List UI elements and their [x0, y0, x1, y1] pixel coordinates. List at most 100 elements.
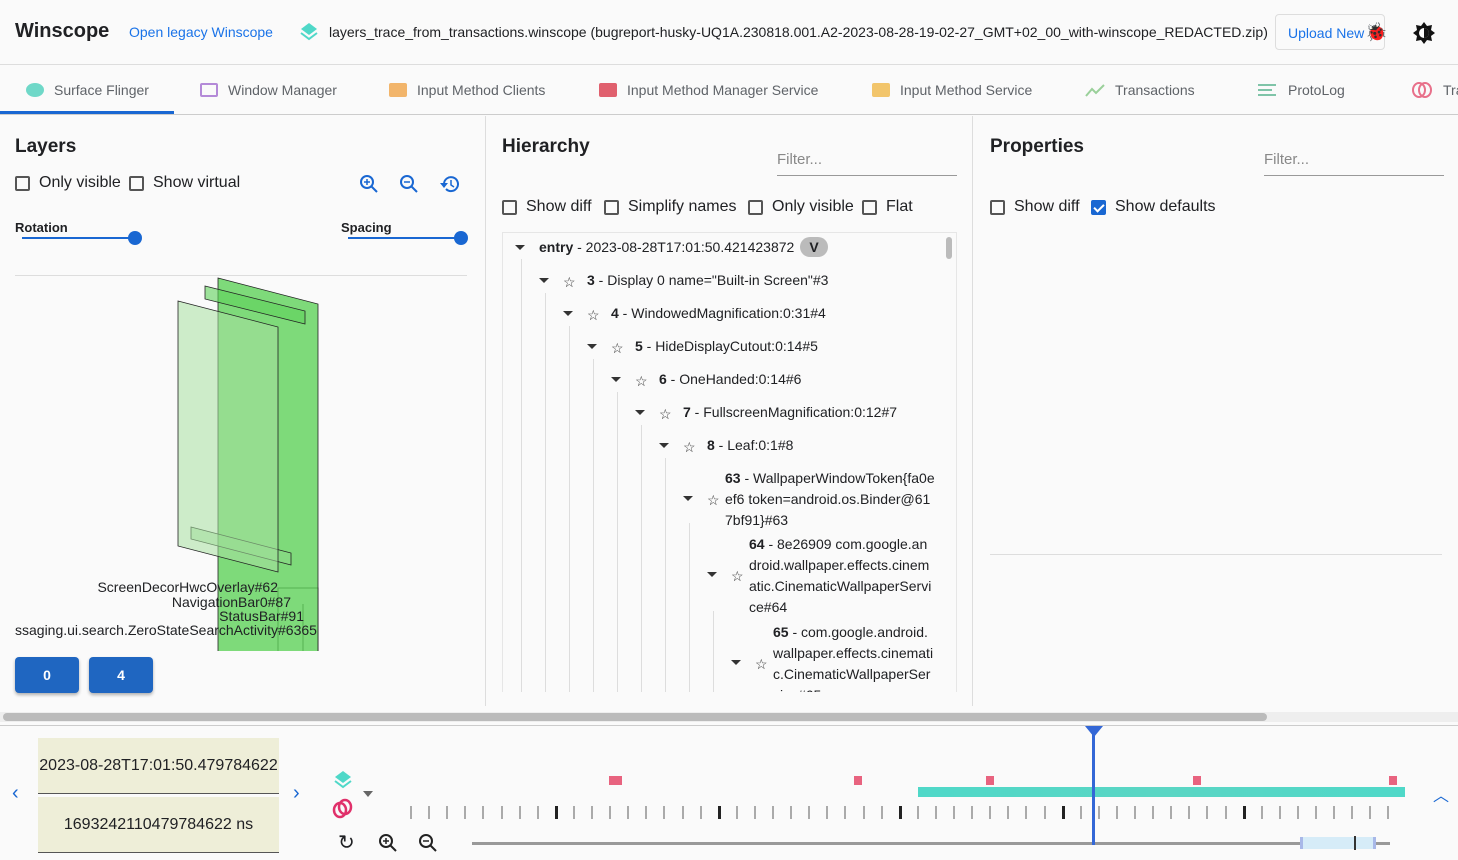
star-icon[interactable]: ☆: [755, 656, 768, 672]
timeline-tick: [1170, 806, 1173, 819]
properties-filter-input[interactable]: Filter...: [1264, 151, 1444, 176]
flat-checkbox[interactable]: Flat: [862, 198, 913, 216]
timeline-tick: [410, 806, 412, 819]
cursor-handle-icon[interactable]: [1085, 726, 1103, 737]
previous-entry-icon[interactable]: ‹: [12, 782, 19, 804]
tab-surface-flinger[interactable]: Surface Flinger: [26, 66, 149, 114]
collapse-arrow-icon[interactable]: [635, 410, 645, 415]
timestamp-input[interactable]: 2023-08-28T17:01:50.479784622: [38, 738, 279, 794]
zoom-in-icon[interactable]: [359, 174, 379, 194]
next-entry-icon[interactable]: ›: [293, 782, 300, 804]
transition-marker[interactable]: [1193, 776, 1201, 785]
only-visible-checkbox[interactable]: Only visible: [748, 198, 854, 216]
timestamp-ns-input[interactable]: 1693242110479784622 ns: [38, 797, 279, 853]
reset-view-icon[interactable]: [439, 174, 461, 194]
node-name: - WallpaperWindowToken{fa0eef6 token=and…: [725, 470, 935, 528]
star-icon[interactable]: ☆: [563, 274, 576, 290]
timeline-tick: [1188, 806, 1191, 819]
tree-guide: [713, 611, 714, 692]
properties-panel: Properties Filter... Show diff Show defa…: [973, 116, 1458, 706]
collapse-arrow-icon[interactable]: [563, 311, 573, 316]
timeline-tick: [699, 806, 702, 819]
tab-protolog[interactable]: ProtoLog: [1258, 66, 1345, 114]
surface-flinger-trace-icon[interactable]: [334, 770, 354, 792]
transition-marker[interactable]: [609, 776, 622, 785]
mini-timeline-cursor: [1354, 836, 1356, 850]
horizontal-scrollbar[interactable]: [0, 712, 1458, 722]
show-defaults-checkbox[interactable]: Show defaults: [1091, 198, 1216, 216]
transitions-trace-icon[interactable]: [332, 798, 354, 820]
transition-marker[interactable]: [986, 776, 994, 785]
layer-plane[interactable]: [177, 300, 279, 573]
collapse-arrow-icon[interactable]: [587, 344, 597, 349]
spacing-slider-thumb[interactable]: [454, 231, 468, 245]
timeline-tick: [1260, 806, 1263, 819]
tab-label: Window Manager: [228, 82, 337, 98]
mini-timeline-track[interactable]: [472, 842, 1390, 845]
timeline-tick: [446, 806, 449, 819]
tab-label: Tra: [1443, 82, 1458, 98]
collapse-arrow-icon[interactable]: [707, 572, 717, 577]
zoom-out-icon[interactable]: [418, 833, 438, 853]
star-icon[interactable]: ☆: [611, 340, 624, 356]
layers-3d-view[interactable]: [0, 271, 486, 651]
star-icon[interactable]: ☆: [731, 568, 744, 584]
hierarchy-filter-input[interactable]: Filter...: [777, 151, 957, 176]
only-visible-checkbox[interactable]: Only visible: [15, 174, 121, 192]
zoom-in-icon[interactable]: [378, 833, 398, 853]
node-id: 64: [749, 536, 765, 552]
layer-plane[interactable]: [204, 285, 306, 325]
timeline-tick: [518, 806, 521, 819]
simplify-names-checkbox[interactable]: Simplify names: [604, 198, 736, 216]
tab-input-method-service[interactable]: Input Method Service: [872, 66, 1032, 114]
star-icon[interactable]: ☆: [659, 406, 672, 422]
show-diff-checkbox[interactable]: Show diff: [502, 198, 592, 216]
tree-guide: [617, 392, 618, 692]
tab-input-method-manager-service[interactable]: Input Method Manager Service: [599, 66, 818, 114]
scrollbar-thumb[interactable]: [3, 713, 1267, 721]
display-button-4[interactable]: 4: [89, 657, 153, 693]
node-label: entry: [539, 239, 574, 255]
upload-new-button[interactable]: Upload New: [1275, 14, 1385, 50]
show-diff-checkbox[interactable]: Show diff: [990, 198, 1080, 216]
zoom-out-icon[interactable]: [399, 174, 419, 194]
trace-select-dropdown-icon[interactable]: [363, 791, 373, 797]
window-manager-icon: [200, 83, 218, 97]
timeline-tick: [898, 806, 902, 819]
timeline-cursor[interactable]: [1092, 730, 1095, 845]
star-icon[interactable]: ☆: [707, 492, 720, 508]
layers-title: Layers: [15, 136, 77, 157]
collapse-arrow-icon[interactable]: [515, 245, 525, 250]
tab-label: Surface Flinger: [54, 82, 149, 98]
collapse-arrow-icon[interactable]: [611, 377, 621, 382]
star-icon[interactable]: ☆: [587, 307, 600, 323]
spacing-label: Spacing: [341, 220, 392, 235]
tab-transitions[interactable]: Tra: [1411, 66, 1458, 114]
bug-icon[interactable]: 🐞: [1365, 22, 1388, 42]
tree-guide: [521, 259, 522, 692]
collapse-arrow-icon[interactable]: [731, 660, 741, 665]
tab-input-method-clients[interactable]: Input Method Clients: [389, 66, 545, 114]
spacing-slider-track[interactable]: [348, 237, 460, 239]
tab-label: Transactions: [1115, 82, 1195, 98]
collapse-arrow-icon[interactable]: [683, 496, 693, 501]
transition-marker[interactable]: [854, 776, 862, 785]
show-virtual-checkbox[interactable]: Show virtual: [129, 174, 240, 192]
tab-window-manager[interactable]: Window Manager: [200, 66, 337, 114]
tree-scrollbar[interactable]: [946, 237, 952, 259]
transition-marker[interactable]: [1389, 776, 1397, 785]
rotation-slider-track[interactable]: [22, 237, 134, 239]
tab-transactions[interactable]: Transactions: [1085, 66, 1195, 114]
open-legacy-link[interactable]: Open legacy Winscope: [129, 24, 273, 40]
display-button-0[interactable]: 0: [15, 657, 79, 693]
theme-toggle-icon[interactable]: [1413, 22, 1435, 44]
rotation-slider-thumb[interactable]: [128, 231, 142, 245]
surface-flinger-entries-bar[interactable]: [918, 787, 1405, 797]
star-icon[interactable]: ☆: [683, 439, 696, 455]
expand-timeline-icon[interactable]: ︿: [1433, 788, 1450, 805]
star-icon[interactable]: ☆: [635, 373, 648, 389]
refresh-icon[interactable]: ↻: [338, 832, 355, 854]
collapse-arrow-icon[interactable]: [539, 278, 549, 283]
collapse-arrow-icon[interactable]: [659, 443, 669, 448]
mini-timeline-selection[interactable]: [1300, 837, 1376, 849]
